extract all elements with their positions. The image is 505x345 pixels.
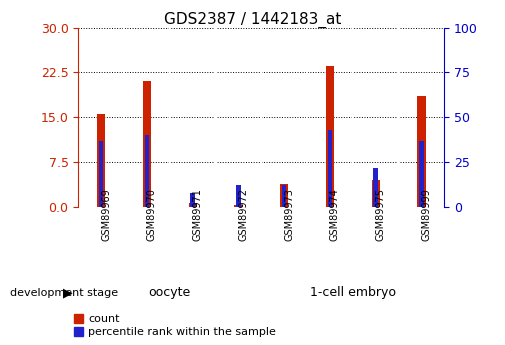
Bar — [190, 193, 195, 207]
Bar — [188, 203, 197, 207]
Bar — [374, 168, 378, 207]
Text: GSM89971: GSM89971 — [193, 188, 203, 241]
Text: development stage: development stage — [10, 288, 118, 298]
Text: oocyte: oocyte — [148, 286, 191, 299]
Bar — [144, 135, 149, 207]
Bar — [372, 180, 380, 207]
Text: ▶: ▶ — [63, 286, 72, 299]
Bar — [234, 205, 242, 207]
Bar — [282, 186, 286, 207]
Text: GSM89969: GSM89969 — [101, 188, 111, 240]
Bar — [99, 141, 104, 207]
Bar — [326, 67, 334, 207]
Text: GSM89973: GSM89973 — [284, 188, 294, 241]
Legend: count, percentile rank within the sample: count, percentile rank within the sample — [74, 314, 276, 337]
Bar — [419, 141, 424, 207]
Bar — [328, 130, 332, 207]
Bar — [236, 186, 241, 207]
Text: GDS2387 / 1442183_at: GDS2387 / 1442183_at — [164, 12, 341, 28]
Text: GSM89974: GSM89974 — [330, 188, 340, 241]
Text: 1-cell embryo: 1-cell embryo — [310, 286, 396, 299]
Text: GSM89975: GSM89975 — [376, 188, 386, 241]
Text: GSM89972: GSM89972 — [238, 188, 248, 241]
Bar — [97, 114, 105, 207]
Text: GSM89970: GSM89970 — [147, 188, 157, 241]
Text: GSM89999: GSM89999 — [422, 188, 431, 240]
Bar — [143, 81, 151, 207]
Bar — [418, 96, 426, 207]
Bar — [280, 184, 288, 207]
